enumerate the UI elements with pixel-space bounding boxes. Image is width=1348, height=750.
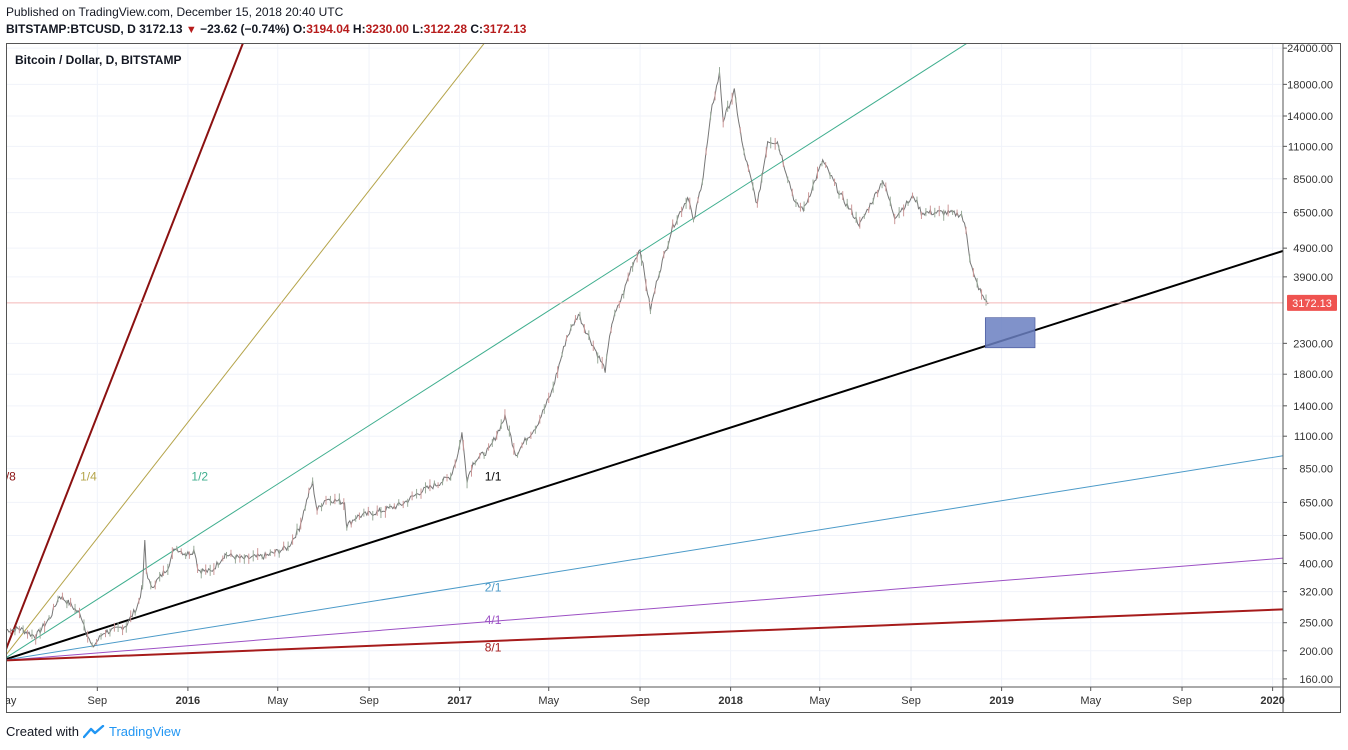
fan-line xyxy=(6,43,486,656)
fan-line xyxy=(6,608,1283,662)
y-tick-label: 200.00 xyxy=(1299,646,1333,658)
price-series-line xyxy=(6,71,990,648)
y-tick-label: 1800.00 xyxy=(1293,369,1333,381)
last-price: 3172.13 xyxy=(139,22,183,36)
fan-line xyxy=(6,249,1283,661)
y-tick-label: 6500.00 xyxy=(1293,208,1333,220)
open-label: O: xyxy=(292,22,307,36)
chart-frame xyxy=(6,43,1341,713)
low-label: L: xyxy=(412,22,424,36)
fan-label: 2/1 xyxy=(485,581,502,595)
x-tick-label: May xyxy=(809,695,830,707)
y-tick-label: 1100.00 xyxy=(1294,431,1333,443)
y-tick-label: 2300.00 xyxy=(1293,338,1333,350)
x-tick-label: 2018 xyxy=(718,695,742,707)
x-tick-label: Sep xyxy=(1172,695,1192,707)
close-value: 3172.13 xyxy=(483,22,527,36)
last-price-badge-label: 3172.13 xyxy=(1292,298,1332,310)
y-tick-label: 650.00 xyxy=(1299,497,1333,509)
high-value: 3230.00 xyxy=(365,22,409,36)
fan-line xyxy=(6,557,1283,661)
symbol-label[interactable]: BITSTAMP:BTCUSD, D xyxy=(6,22,136,36)
symbol-line: BITSTAMP:BTCUSD, D 3172.13 ▼ −23.62 (−0.… xyxy=(6,22,526,36)
x-tick-label: Sep xyxy=(630,695,650,707)
x-tick-label: May xyxy=(267,695,288,707)
fan-line xyxy=(6,43,245,652)
fan-label: 4/1 xyxy=(485,613,502,627)
fan-line xyxy=(6,455,1283,661)
y-tick-label: 8500.00 xyxy=(1293,174,1333,186)
y-tick-label: 24000.00 xyxy=(1287,43,1333,55)
x-tick-label: Sep xyxy=(88,695,108,707)
fan-line xyxy=(6,43,969,659)
y-tick-label: 500.00 xyxy=(1299,530,1333,542)
fan-label: 1/2 xyxy=(191,469,208,483)
fan-label: 8/1 xyxy=(485,641,502,655)
y-tick-label: 3900.00 xyxy=(1293,272,1333,284)
y-tick-label: 320.00 xyxy=(1299,587,1333,599)
y-tick-label: 1400.00 xyxy=(1293,401,1333,413)
tradingview-logo-icon xyxy=(82,724,105,738)
price-change: −23.62 (−0.74%) xyxy=(200,22,290,36)
chart-area[interactable]: 1/8 1/4 1/2 1/1 2/1 4/1 8/1 3172.13 24000.00 18… xyxy=(6,43,1341,713)
footer: Created with TradingView xyxy=(6,724,181,739)
y-tick-label: 14000.00 xyxy=(1287,111,1333,123)
price-chart[interactable]: 1/8 1/4 1/2 1/1 2/1 4/1 8/1 3172.13 24000.00 18… xyxy=(6,43,1341,713)
x-tick-label: May xyxy=(1080,695,1101,707)
highlight-box xyxy=(984,317,1036,349)
y-tick-label: 11000.00 xyxy=(1288,141,1333,153)
y-tick-label: 18000.00 xyxy=(1287,79,1333,91)
y-tick-label: 4900.00 xyxy=(1293,243,1333,255)
x-tick-label: May xyxy=(538,695,559,707)
low-value: 3122.28 xyxy=(423,22,468,36)
chart-title: Bitcoin / Dollar, D, BITSTAMP xyxy=(15,53,181,67)
x-tick-label: Sep xyxy=(359,695,379,707)
high-label: H: xyxy=(352,22,366,36)
created-with-label: Created with xyxy=(6,724,79,739)
y-tick-label: 850.00 xyxy=(1299,464,1333,476)
fan-label: 1/4 xyxy=(80,469,97,483)
close-label: C: xyxy=(470,22,484,36)
x-tick-label: 2019 xyxy=(989,695,1013,707)
x-tick-label: 2017 xyxy=(447,695,471,707)
x-tick-label: 2020 xyxy=(1260,695,1284,707)
open-value: 3194.04 xyxy=(306,22,350,36)
x-tick-label: May xyxy=(6,695,17,707)
x-tick-label: 2016 xyxy=(176,695,200,707)
y-tick-label: 160.00 xyxy=(1299,674,1333,686)
y-tick-label: 250.00 xyxy=(1299,618,1333,630)
fan-label: 1/1 xyxy=(485,469,502,483)
down-arrow-icon: ▼ xyxy=(185,24,197,36)
last-price-badge xyxy=(1287,294,1337,311)
y-tick-label: 400.00 xyxy=(1299,559,1333,571)
x-tick-label: Sep xyxy=(901,695,921,707)
published-line: Published on TradingView.com, December 1… xyxy=(6,5,344,19)
tradingview-brand-label[interactable]: TradingView xyxy=(108,724,181,739)
fan-label: 1/8 xyxy=(6,469,16,483)
